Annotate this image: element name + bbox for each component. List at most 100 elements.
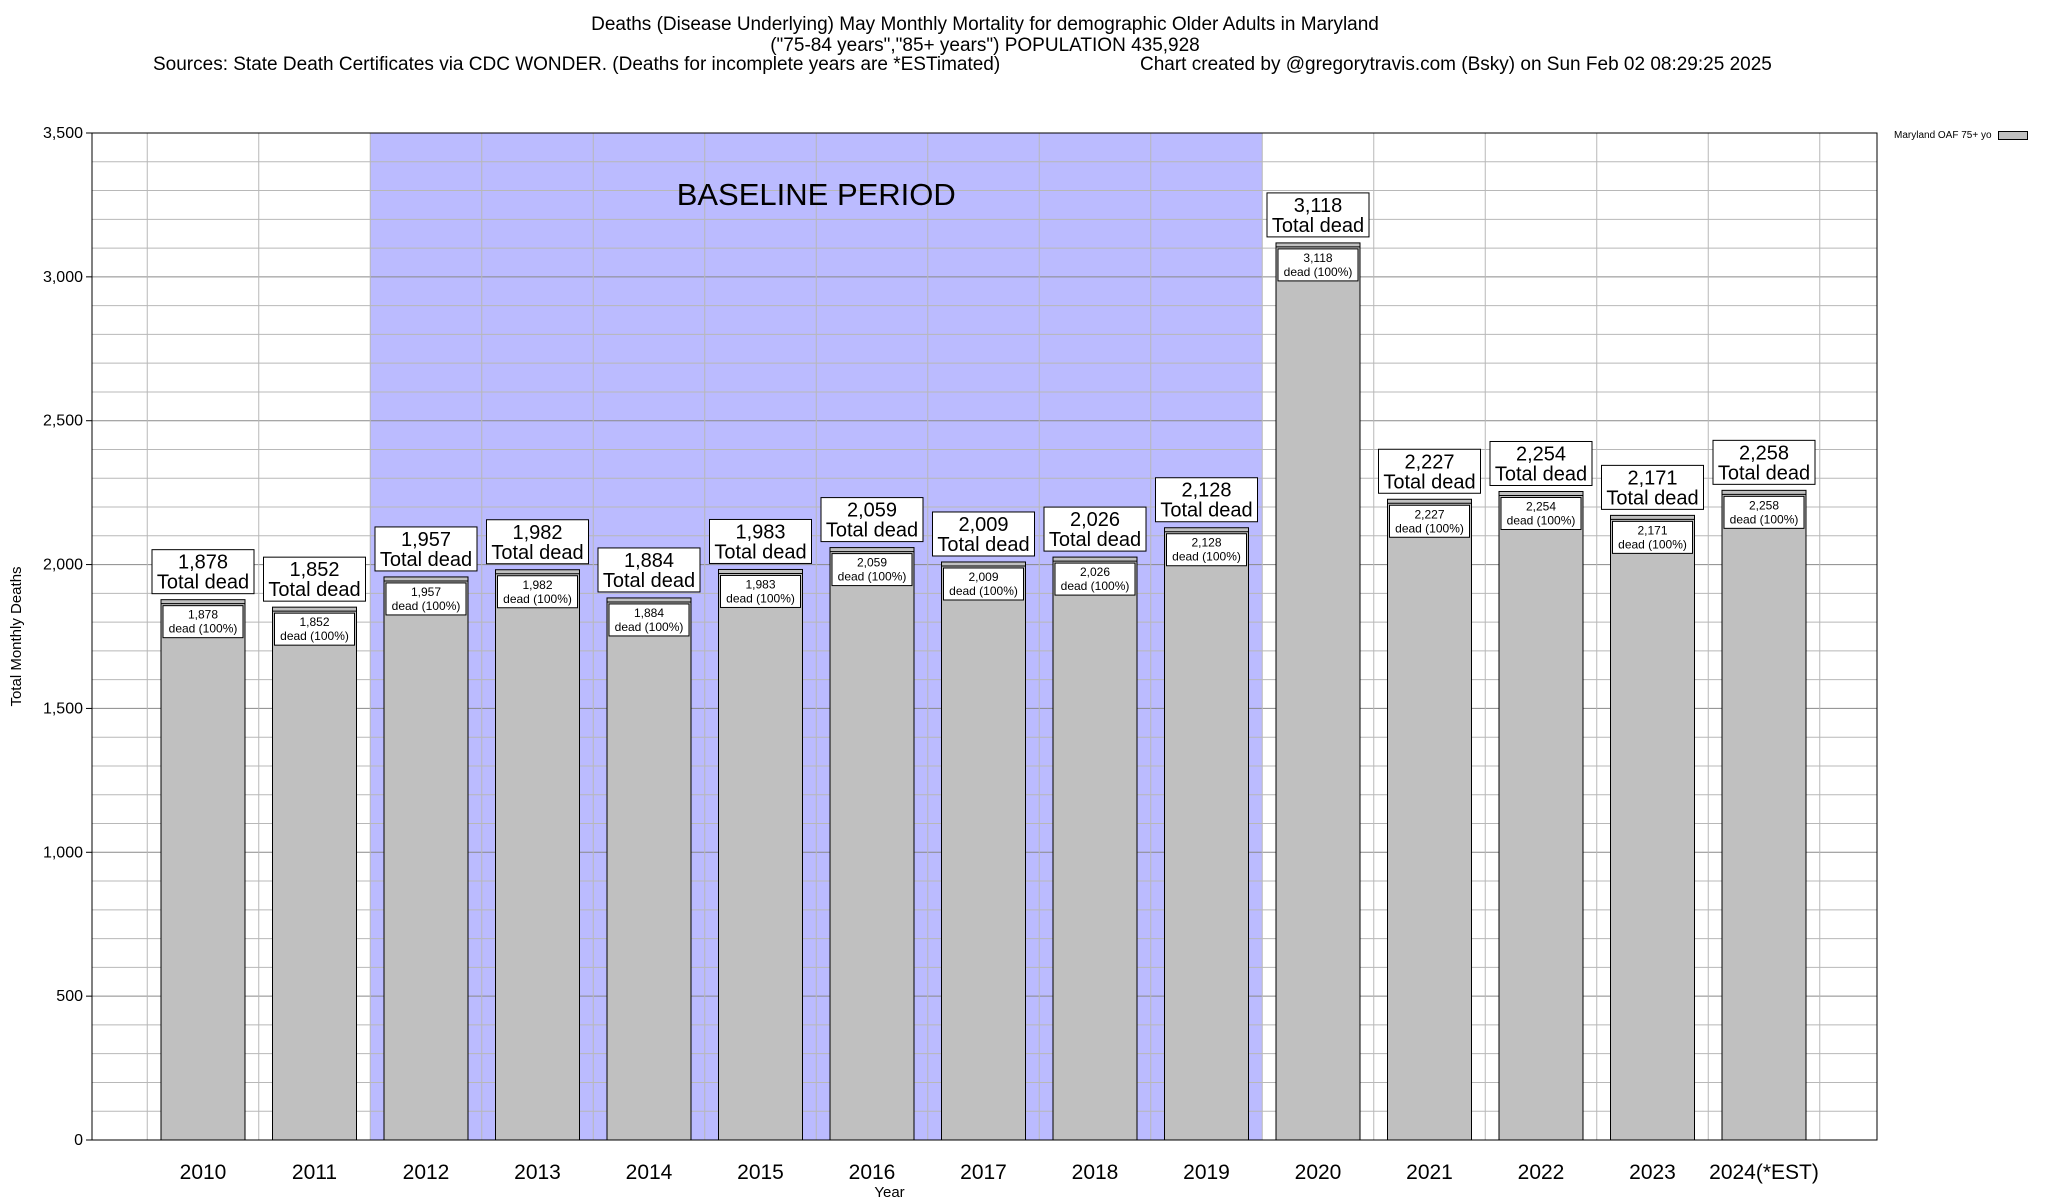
bar	[1387, 498, 1472, 1141]
bar	[606, 597, 692, 1141]
x-tick-label: 2017	[960, 1161, 1007, 1184]
total-label-box	[1378, 448, 1481, 494]
total-value-label: 2,026	[1070, 509, 1120, 531]
x-tick-label: 2014	[626, 1161, 673, 1184]
inner-value-label: 1,852	[299, 615, 329, 629]
inner-percent-label: dead (100%)	[1395, 521, 1464, 535]
total-text-label: Total dead	[1049, 529, 1141, 551]
inner-label-box	[385, 582, 467, 616]
y-axis-title: Total Monthly Deaths	[8, 566, 25, 706]
bar	[718, 568, 803, 1141]
total-text-label: Total dead	[157, 572, 249, 594]
x-tick-label: 2020	[1295, 1161, 1342, 1184]
inner-label-box	[1054, 562, 1136, 596]
inner-label-box	[1500, 496, 1582, 530]
x-tick-label: 2013	[514, 1161, 561, 1184]
total-value-label: 2,258	[1739, 442, 1789, 464]
inner-label-box	[497, 575, 578, 609]
x-tick-label: 2024(*EST)	[1709, 1161, 1819, 1184]
total-label-box	[932, 511, 1035, 557]
bar	[160, 599, 246, 1141]
y-tick-label: 0	[74, 1132, 83, 1149]
bar	[1498, 490, 1584, 1141]
bar	[1275, 242, 1361, 1141]
total-value-label: 2,128	[1181, 480, 1231, 502]
inner-value-label: 2,171	[1637, 523, 1667, 537]
total-label-box	[1489, 440, 1593, 486]
inner-value-label: 2,026	[1080, 565, 1110, 579]
inner-label-box	[1723, 495, 1805, 529]
x-tick-label: 2012	[403, 1161, 450, 1184]
x-tick-label: 2011	[292, 1161, 337, 1184]
inner-label-box	[943, 567, 1024, 601]
x-axis-title: Year	[874, 1184, 904, 1200]
inner-label-box	[1612, 520, 1693, 554]
total-text-label: Total dead	[937, 534, 1029, 556]
total-text-label: Total dead	[491, 542, 583, 564]
total-value-label: 1,852	[289, 559, 339, 581]
total-label-box	[1712, 439, 1816, 485]
inner-label-box	[274, 612, 355, 646]
bar	[1052, 556, 1138, 1141]
total-value-label: 1,957	[401, 529, 451, 551]
total-text-label: Total dead	[1718, 462, 1810, 484]
x-tick-label: 2010	[180, 1161, 227, 1184]
inner-label-box	[1166, 533, 1247, 567]
bar	[941, 561, 1026, 1141]
total-value-label: 2,227	[1404, 451, 1454, 473]
total-label-box	[374, 526, 478, 572]
inner-value-label: 2,059	[857, 556, 887, 570]
total-text-label: Total dead	[1383, 471, 1475, 493]
total-label-box	[597, 547, 701, 593]
y-tick-label: 3,000	[43, 269, 83, 286]
legend: Maryland OAF 75+ yo	[1894, 130, 2028, 141]
x-tick-label: 2023	[1629, 1161, 1676, 1184]
x-tick-label: 2015	[737, 1161, 784, 1184]
x-tick-label: 2022	[1518, 1161, 1565, 1184]
total-text-label: Total dead	[603, 570, 695, 592]
chart-title: Deaths (Disease Underlying) May Monthly …	[0, 14, 1970, 56]
y-tick-label: 1,000	[43, 844, 83, 861]
inner-percent-label: dead (100%)	[615, 620, 684, 634]
total-value-label: 2,171	[1627, 467, 1677, 489]
inner-percent-label: dead (100%)	[280, 629, 349, 643]
bar	[495, 569, 580, 1141]
total-text-label: Total dead	[1606, 487, 1698, 509]
inner-percent-label: dead (100%)	[1730, 512, 1799, 526]
total-label-box	[263, 556, 366, 602]
inner-percent-label: dead (100%)	[726, 591, 795, 605]
y-tick-label: 3,500	[43, 125, 83, 142]
inner-value-label: 3,118	[1303, 251, 1332, 265]
inner-percent-label: dead (100%)	[1284, 265, 1353, 279]
title-line-1: Deaths (Disease Underlying) May Monthly …	[591, 14, 1379, 35]
total-label-box	[151, 549, 255, 595]
sources-note: Sources: State Death Certificates via CD…	[153, 54, 1001, 75]
total-text-label: Total dead	[1160, 500, 1252, 522]
inner-value-label: 1,878	[188, 608, 218, 622]
baseline-label: BASELINE PERIOD	[677, 177, 956, 212]
x-tick-label: 2019	[1183, 1161, 1230, 1184]
inner-value-label: 1,983	[745, 577, 775, 591]
total-value-label: 1,982	[512, 522, 562, 544]
inner-percent-label: dead (100%)	[1061, 579, 1130, 593]
total-value-label: 2,254	[1516, 443, 1566, 465]
inner-value-label: 1,957	[411, 585, 441, 599]
inner-percent-label: dead (100%)	[1618, 537, 1687, 551]
y-tick-label: 2,000	[43, 557, 83, 574]
inner-percent-label: dead (100%)	[949, 584, 1018, 598]
total-label-box	[486, 519, 589, 565]
total-value-label: 1,878	[178, 552, 228, 574]
total-text-label: Total dead	[714, 541, 806, 563]
total-value-label: 3,118	[1294, 195, 1343, 217]
bar	[1164, 527, 1249, 1141]
inner-value-label: 2,258	[1749, 498, 1779, 512]
total-label-box	[1043, 506, 1147, 552]
bar	[1721, 489, 1807, 1141]
bar	[272, 606, 357, 1141]
x-tick-label: 2021	[1406, 1161, 1453, 1184]
bar	[1610, 514, 1695, 1141]
bar	[383, 576, 469, 1141]
inner-value-label: 1,884	[634, 606, 664, 620]
total-label-box	[1266, 192, 1370, 238]
